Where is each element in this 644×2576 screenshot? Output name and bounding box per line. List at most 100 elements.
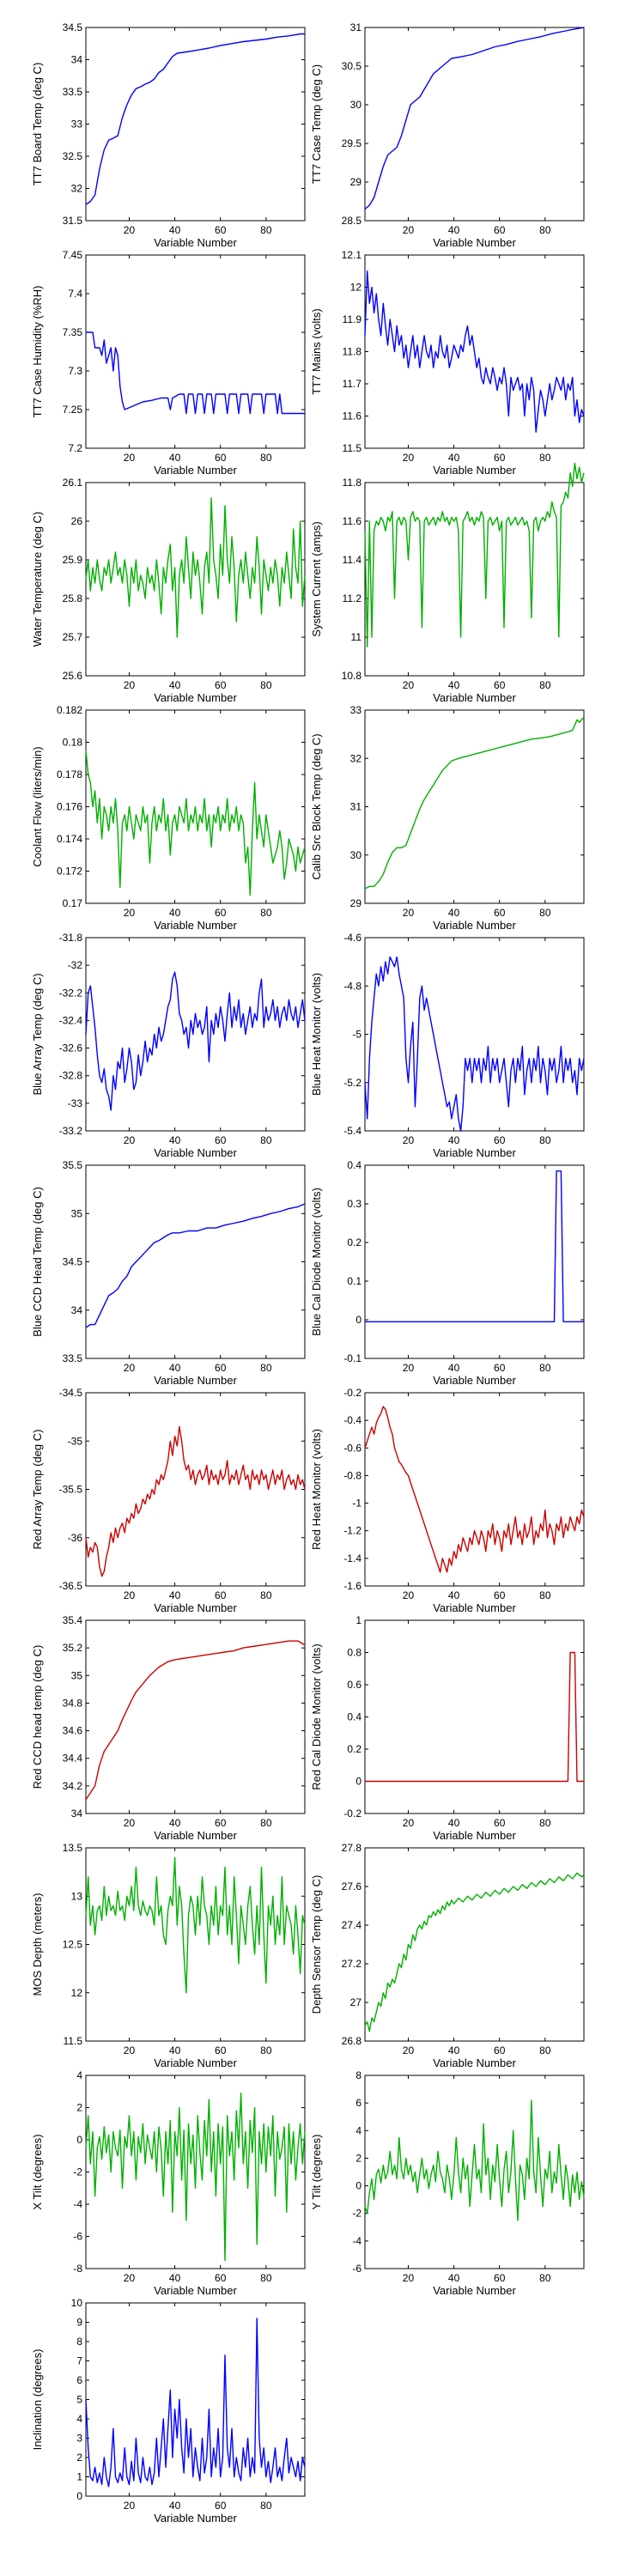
- subplot-10: -4.6-4.8-5-5.2-5.420 40 60 80Variable Numbe…: [310, 932, 584, 1159]
- x-tick-label: 80: [539, 1589, 551, 1601]
- y-axis-label: Red Heat Monitor (volts): [310, 1429, 323, 1550]
- y-tick-label: 2: [76, 2451, 82, 2464]
- y-tick-label: 5: [76, 2394, 82, 2406]
- y-tick-label: -36: [68, 1532, 83, 1544]
- y-tick-label: 11.4: [343, 554, 362, 566]
- y-tick-label: 0.17: [63, 897, 83, 909]
- y-tick-label: 29: [350, 176, 362, 188]
- x-tick-label: 80: [539, 1134, 551, 1146]
- y-tick-label: 13.5: [63, 1842, 83, 1854]
- y-tick-label: 27.6: [342, 1880, 362, 1893]
- x-axis-label: Variable Number: [154, 919, 237, 932]
- x-tick-label: 60: [494, 1817, 506, 1829]
- y-tick-label: 11.5: [64, 2035, 83, 2047]
- series-line: [86, 498, 305, 637]
- y-tick-label: -2: [352, 2208, 361, 2220]
- y-tick-label: 7.2: [68, 442, 82, 454]
- subplot-18: 26.82727.227.427.627.820 40 60 80Variable N…: [310, 1842, 584, 2069]
- series-line: [86, 332, 305, 414]
- y-tick-label: 32: [350, 752, 362, 764]
- x-tick-label: 40: [448, 1589, 460, 1601]
- axes-frame: [86, 938, 305, 1131]
- x-tick-label: 20: [403, 1817, 415, 1829]
- y-tick-label: 1: [76, 2471, 82, 2483]
- y-tick-label: -0.8: [343, 1469, 361, 1481]
- series-line: [365, 2100, 584, 2221]
- series-line: [86, 2318, 305, 2487]
- subplot-12: -0.100.10.20.30.420 40 60 80Variable Number…: [310, 1159, 584, 1387]
- x-tick-label: 80: [539, 1817, 551, 1829]
- x-tick-label: 60: [215, 2044, 227, 2057]
- axes-frame: [365, 710, 584, 903]
- subplot-11: 33.5 34 34.5 35 35.5 20 40 60 80 Variable Number B…: [31, 1159, 305, 1387]
- x-tick-label: 20: [124, 1362, 136, 1374]
- x-tick-label: 20: [403, 1589, 415, 1601]
- y-tick-label: 27.4: [342, 1919, 362, 1931]
- x-axis-label: Variable Number: [433, 464, 516, 477]
- y-tick-label: 34.4: [63, 1753, 83, 1765]
- x-tick-label: 40: [448, 224, 460, 236]
- y-tick-label: -6: [73, 2231, 82, 2243]
- y-tick-label: -32.6: [59, 1042, 83, 1054]
- y-axis-label: Red Cal Diode Monitor (volts): [310, 1643, 323, 1790]
- x-tick-label: 60: [215, 1817, 227, 1829]
- subplot-9: -31.8 -32 -32.2 -32.4 -32.6 -32.8 -33 -33.2 20 40…: [31, 932, 305, 1159]
- x-tick-label: 60: [494, 1362, 506, 1374]
- x-tick-label: 60: [215, 1362, 227, 1374]
- y-tick-label: 0.2: [347, 1743, 361, 1755]
- y-tick-label: 11.6: [343, 410, 362, 422]
- y-axis-label: Blue CCD Head Temp (deg C): [31, 1187, 44, 1337]
- y-tick-label: -5.2: [343, 1077, 361, 1089]
- y-tick-label: -4: [73, 2198, 82, 2210]
- y-axis-label: Coolant Flow (liters/min): [31, 746, 44, 866]
- y-axis-label: TT7 Case Temp (deg C): [310, 64, 323, 184]
- series-line: [365, 1406, 584, 1572]
- y-tick-label: -32.4: [59, 1014, 83, 1026]
- axes-frame: [86, 27, 305, 221]
- y-tick-label: 0: [76, 2490, 82, 2502]
- series-line: [365, 717, 584, 889]
- y-tick-label: 0.6: [347, 1679, 361, 1691]
- y-tick-label: 31: [350, 21, 362, 33]
- x-tick-label: 20: [403, 2044, 415, 2057]
- x-axis-label: Variable Number: [154, 1374, 237, 1387]
- y-tick-label: 0.4: [347, 1159, 361, 1171]
- subplot-13: -34.5 -35 -35.5 -36 -36.5 20 40 60 80 Variable Nu…: [31, 1387, 305, 1614]
- x-tick-label: 80: [539, 2044, 551, 2057]
- x-tick-label: 40: [448, 1134, 460, 1146]
- y-tick-label: 34.2: [63, 1780, 83, 1792]
- series-line: [86, 34, 305, 205]
- x-tick-label: 40: [448, 679, 460, 691]
- y-tick-label: 34: [71, 54, 83, 66]
- x-tick-label: 40: [169, 1362, 181, 1374]
- y-tick-label: 2: [76, 2102, 82, 2114]
- y-tick-label: -2: [73, 2166, 82, 2178]
- x-tick-label: 60: [215, 224, 227, 236]
- axes-frame: [86, 1620, 305, 1814]
- y-tick-label: 0.4: [347, 1711, 361, 1723]
- x-tick-label: 60: [494, 2272, 506, 2284]
- x-tick-label: 80: [260, 907, 272, 919]
- y-tick-label: 0.182: [57, 704, 82, 716]
- axes-frame: [86, 1393, 305, 1586]
- x-axis-label: Variable Number: [433, 919, 516, 932]
- series-line: [365, 957, 584, 1132]
- y-tick-label: 12.1: [342, 249, 362, 261]
- x-tick-label: 40: [448, 2044, 460, 2057]
- x-tick-label: 20: [124, 2272, 136, 2284]
- axes-frame: [86, 1165, 305, 1358]
- series-line: [365, 1653, 584, 1782]
- y-tick-label: 31.5: [63, 215, 83, 227]
- x-tick-label: 40: [169, 224, 181, 236]
- y-axis-label: Blue Cal Diode Monitor (volts): [310, 1188, 323, 1336]
- x-axis-label: Variable Number: [154, 1829, 237, 1842]
- y-tick-label: 26.1: [63, 477, 83, 489]
- series-line: [86, 1204, 305, 1327]
- subplot-5: 25.6 25.7 25.8 25.9 26 26.1 20 40 60 80 Variable N…: [31, 477, 305, 704]
- subplot-20: -6-4-20246820 40 60 80Variable NumberY Tilt…: [310, 2069, 584, 2297]
- x-tick-label: 60: [215, 2272, 227, 2284]
- x-tick-label: 60: [215, 679, 227, 691]
- y-axis-label: TT7 Mains (volts): [310, 308, 323, 394]
- y-tick-label: 34.8: [63, 1697, 83, 1709]
- y-tick-label: 6: [355, 2097, 361, 2109]
